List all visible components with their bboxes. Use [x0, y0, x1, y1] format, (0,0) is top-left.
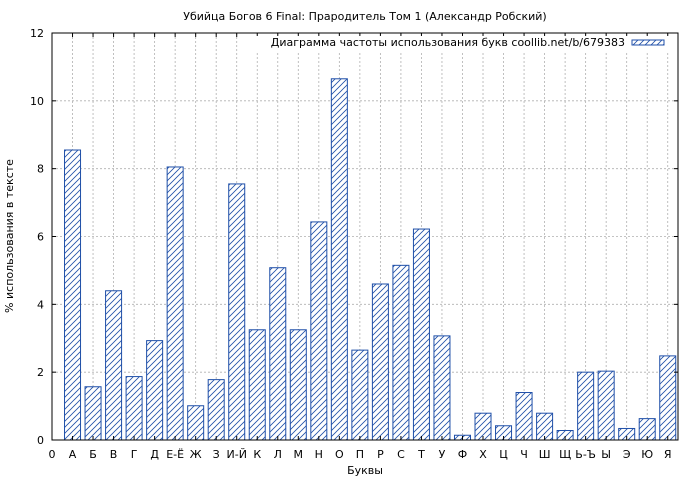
bar	[289, 329, 307, 441]
x-tick-label: Т	[417, 448, 425, 461]
chart-title: Убийца Богов 6 Final: Прародитель Том 1 …	[183, 10, 546, 23]
x-tick-label: И-Й	[227, 448, 247, 461]
x-tick-label: Я	[664, 448, 672, 461]
x-tick-label: В	[110, 448, 118, 461]
grid-lines	[52, 33, 678, 440]
x-tick-label: Ш	[539, 448, 551, 461]
legend-swatch	[631, 39, 665, 46]
x-tick-label: А	[69, 448, 77, 461]
bar	[187, 405, 205, 441]
bar	[228, 183, 246, 441]
bar	[515, 392, 533, 441]
bar	[412, 228, 430, 441]
bar	[659, 355, 677, 441]
x-tick-label: Э	[623, 448, 631, 461]
bars	[64, 78, 677, 441]
y-tick-label: 6	[37, 231, 44, 244]
bar	[474, 412, 492, 441]
x-tick-label: Л	[274, 448, 282, 461]
bar	[577, 371, 595, 441]
x-tick-label: Щ	[559, 448, 571, 461]
bar	[310, 221, 328, 441]
x-tick-label: У	[439, 448, 446, 461]
bar	[84, 386, 102, 441]
x-tick-label: Г	[131, 448, 138, 461]
bar	[166, 166, 184, 441]
y-tick-label: 8	[37, 163, 44, 176]
x-tick-label: Ы	[601, 448, 611, 461]
x-tick-label: Ю	[641, 448, 653, 461]
legend-label: Диаграмма частоты использования букв coo…	[271, 36, 625, 49]
x-tick-label: Б	[89, 448, 97, 461]
x-tick-label: З	[213, 448, 220, 461]
x-tick-label: Ч	[520, 448, 528, 461]
y-tick-label: 2	[37, 366, 44, 379]
bar	[351, 349, 369, 441]
x-tick-label: П	[356, 448, 364, 461]
bar	[269, 267, 287, 441]
bar	[597, 370, 615, 441]
bar	[392, 264, 410, 441]
y-axis-ticks: 0 2 4 6 8 10 12	[30, 27, 678, 447]
x-tick-label: 0	[49, 448, 56, 461]
bar	[207, 379, 225, 441]
x-tick-label: Е-Ё	[166, 448, 184, 461]
x-tick-label: Х	[479, 448, 487, 461]
x-axis-label: Буквы	[347, 464, 383, 477]
y-tick-label: 4	[37, 298, 44, 311]
x-tick-label: О	[335, 448, 344, 461]
x-tick-label: С	[397, 448, 405, 461]
x-tick-label: Н	[315, 448, 323, 461]
bar	[125, 376, 143, 441]
y-tick-label: 10	[30, 95, 44, 108]
legend-box	[240, 36, 674, 52]
x-tick-label: М	[294, 448, 304, 461]
bar	[536, 412, 554, 441]
x-tick-label: Ф	[458, 448, 467, 461]
x-tick-label: Ж	[190, 448, 202, 461]
bar	[330, 78, 348, 441]
y-tick-label: 12	[30, 27, 44, 40]
bar	[64, 149, 82, 441]
x-tick-label: Ц	[499, 448, 508, 461]
x-axis-ticks: 0 А Б В Г Д Е-Ё Ж З И-Й К Л М Н О П Р С Т У Ф Х Ц Ч Ш Щ Ь-Ъ Ы Э Ю Я	[49, 33, 672, 461]
x-tick-label: Ь-Ъ	[575, 448, 596, 461]
bar	[105, 290, 123, 441]
bar	[248, 329, 266, 441]
bar	[146, 340, 164, 441]
bar	[433, 335, 451, 441]
legend: Диаграмма частоты использования букв coo…	[240, 36, 674, 52]
x-tick-label: Д	[150, 448, 159, 461]
y-axis-label: % использования в тексте	[3, 159, 16, 313]
x-tick-label: Р	[377, 448, 384, 461]
bar	[371, 283, 389, 441]
y-tick-label: 0	[37, 434, 44, 447]
x-tick-label: К	[253, 448, 261, 461]
